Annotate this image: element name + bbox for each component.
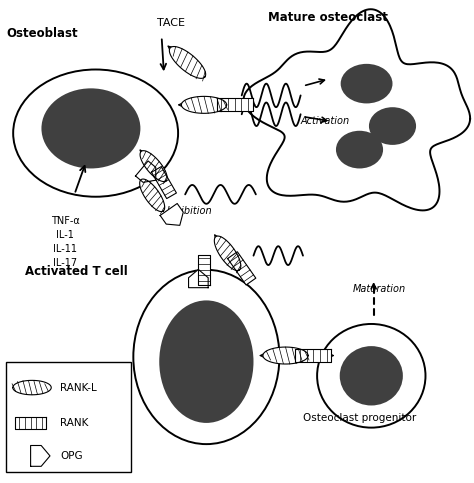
Ellipse shape: [13, 70, 178, 197]
Ellipse shape: [369, 107, 416, 145]
Polygon shape: [199, 255, 210, 285]
Ellipse shape: [159, 300, 254, 423]
Polygon shape: [152, 167, 176, 199]
Bar: [6, 362, 131, 472]
Text: Inhibition: Inhibition: [166, 206, 212, 216]
Ellipse shape: [340, 346, 403, 406]
Polygon shape: [15, 417, 46, 428]
Polygon shape: [136, 161, 156, 183]
Polygon shape: [182, 97, 227, 114]
Polygon shape: [263, 347, 308, 364]
Polygon shape: [244, 9, 470, 211]
Text: Activation: Activation: [301, 116, 350, 127]
Polygon shape: [214, 236, 241, 270]
Text: Mature osteoclast: Mature osteoclast: [268, 11, 388, 24]
Text: Osteoclast progenitor: Osteoclast progenitor: [303, 413, 416, 424]
Text: OPG: OPG: [60, 451, 83, 461]
Polygon shape: [160, 203, 183, 226]
Polygon shape: [189, 270, 208, 288]
Ellipse shape: [133, 270, 279, 444]
Text: Maturation: Maturation: [353, 284, 406, 294]
Polygon shape: [217, 98, 253, 112]
Ellipse shape: [341, 64, 392, 103]
Text: TNF-α
IL-1
IL-11
IL-17: TNF-α IL-1 IL-11 IL-17: [51, 215, 79, 268]
Text: Osteoblast: Osteoblast: [6, 27, 78, 40]
Polygon shape: [13, 381, 51, 395]
Polygon shape: [169, 46, 206, 78]
Text: RANK-L: RANK-L: [60, 383, 97, 393]
Ellipse shape: [317, 324, 426, 427]
Polygon shape: [31, 445, 50, 466]
Ellipse shape: [336, 131, 383, 169]
Text: RANK: RANK: [60, 418, 89, 428]
Polygon shape: [228, 252, 256, 285]
Polygon shape: [140, 151, 167, 182]
Text: TACE: TACE: [157, 18, 185, 28]
Polygon shape: [140, 179, 164, 212]
Ellipse shape: [41, 88, 140, 169]
Text: Activated T cell: Activated T cell: [25, 265, 128, 278]
Polygon shape: [295, 349, 331, 362]
